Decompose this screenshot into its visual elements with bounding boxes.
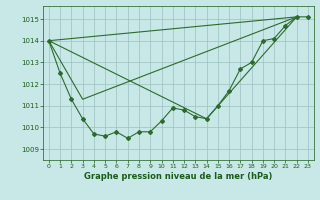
X-axis label: Graphe pression niveau de la mer (hPa): Graphe pression niveau de la mer (hPa) xyxy=(84,172,273,181)
